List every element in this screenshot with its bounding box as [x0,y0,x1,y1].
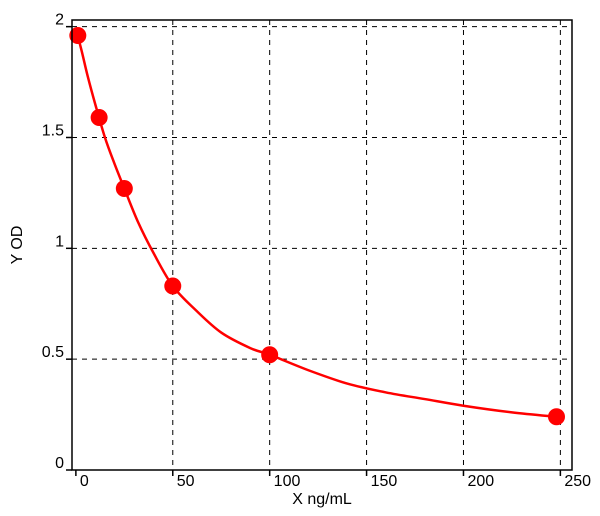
data-point [91,110,107,126]
x-tick-label: 0 [80,473,89,490]
chart-svg: 0 50 100 150 200 250 0 0.5 1 1.5 2 X ng/mL Y OD [0,0,600,516]
data-point [165,278,181,294]
x-tick-label: 50 [177,473,195,490]
x-axis-label: X ng/mL [292,491,352,508]
y-ticks: 0 0.5 1 1.5 2 [42,12,72,472]
y-tick-label: 1.5 [42,122,64,139]
data-point [548,409,564,425]
x-tick-label: 200 [467,473,494,490]
y-tick-label: 2 [55,12,64,29]
plot-background [72,20,572,470]
y-tick-label: 0.5 [42,344,64,361]
x-tick-label: 250 [564,473,591,490]
y-axis-label: Y OD [9,226,26,265]
y-tick-label: 0 [55,455,64,472]
chart-container: 0 50 100 150 200 250 0 0.5 1 1.5 2 X ng/mL Y OD [0,0,600,516]
x-tick-label: 100 [274,473,301,490]
x-ticks: 0 50 100 150 200 250 [76,470,591,490]
x-tick-label: 150 [371,473,398,490]
data-point [116,180,132,196]
data-point [262,347,278,363]
y-tick-label: 1 [55,233,64,250]
